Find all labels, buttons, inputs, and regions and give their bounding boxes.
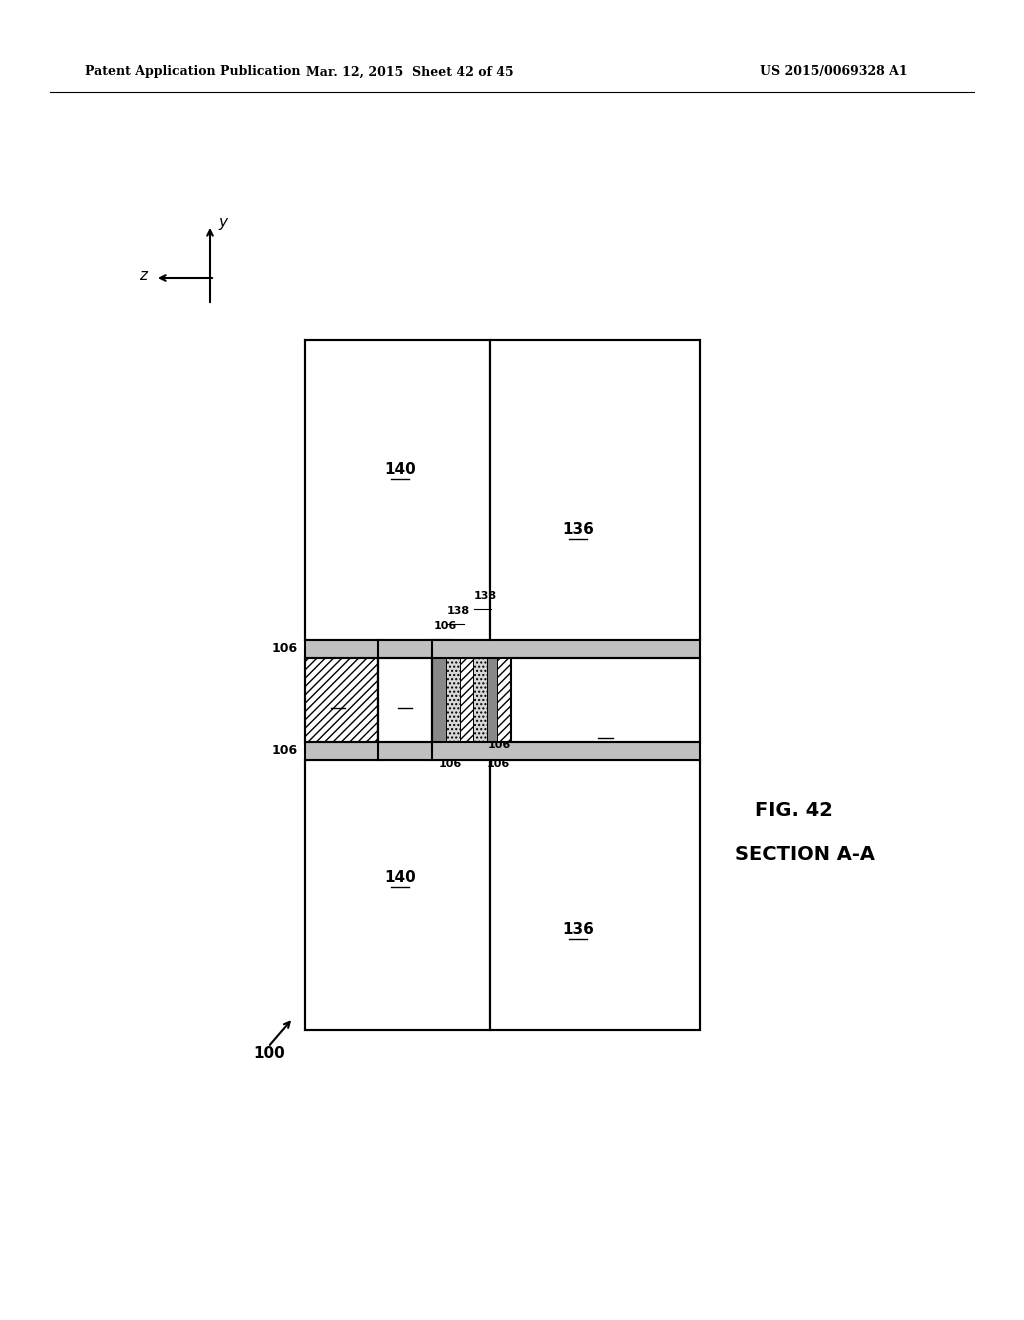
Text: 138: 138 <box>474 591 497 601</box>
Bar <box>490 760 700 1030</box>
Text: 106: 106 <box>272 744 298 758</box>
Bar <box>487 657 497 742</box>
Text: 142: 142 <box>498 725 521 735</box>
Text: Mar. 12, 2015  Sheet 42 of 45: Mar. 12, 2015 Sheet 42 of 45 <box>306 66 514 78</box>
Text: 138: 138 <box>447 606 470 616</box>
Text: 142: 142 <box>461 725 484 735</box>
Text: 140: 140 <box>384 870 416 886</box>
Text: z: z <box>139 268 147 284</box>
Text: 136: 136 <box>562 523 594 537</box>
Text: 106: 106 <box>488 741 511 750</box>
Bar <box>305 640 700 657</box>
Bar <box>305 742 700 760</box>
Text: 112: 112 <box>398 686 412 713</box>
Bar <box>490 341 700 640</box>
Bar <box>511 657 700 742</box>
Text: US 2015/0069328 A1: US 2015/0069328 A1 <box>760 66 907 78</box>
Text: FIG. 42: FIG. 42 <box>755 800 833 820</box>
Text: 100: 100 <box>253 1045 285 1060</box>
Text: Patent Application Publication: Patent Application Publication <box>85 66 300 78</box>
Text: 142: 142 <box>332 686 344 713</box>
Text: 140: 140 <box>384 462 416 478</box>
Bar <box>497 657 511 742</box>
Text: 136: 136 <box>562 923 594 937</box>
Bar <box>305 341 490 640</box>
Text: 106: 106 <box>434 620 458 631</box>
Bar <box>460 657 473 742</box>
Bar <box>446 657 460 742</box>
Text: 104: 104 <box>598 723 625 737</box>
Bar <box>305 760 490 1030</box>
Bar <box>432 657 446 742</box>
Text: 106: 106 <box>486 759 510 770</box>
Text: SECTION A-A: SECTION A-A <box>735 846 874 865</box>
Text: y: y <box>218 214 227 230</box>
Text: 106: 106 <box>272 643 298 656</box>
Bar <box>305 657 378 742</box>
Text: 106: 106 <box>438 759 462 770</box>
Bar <box>473 657 487 742</box>
Bar <box>378 657 432 742</box>
